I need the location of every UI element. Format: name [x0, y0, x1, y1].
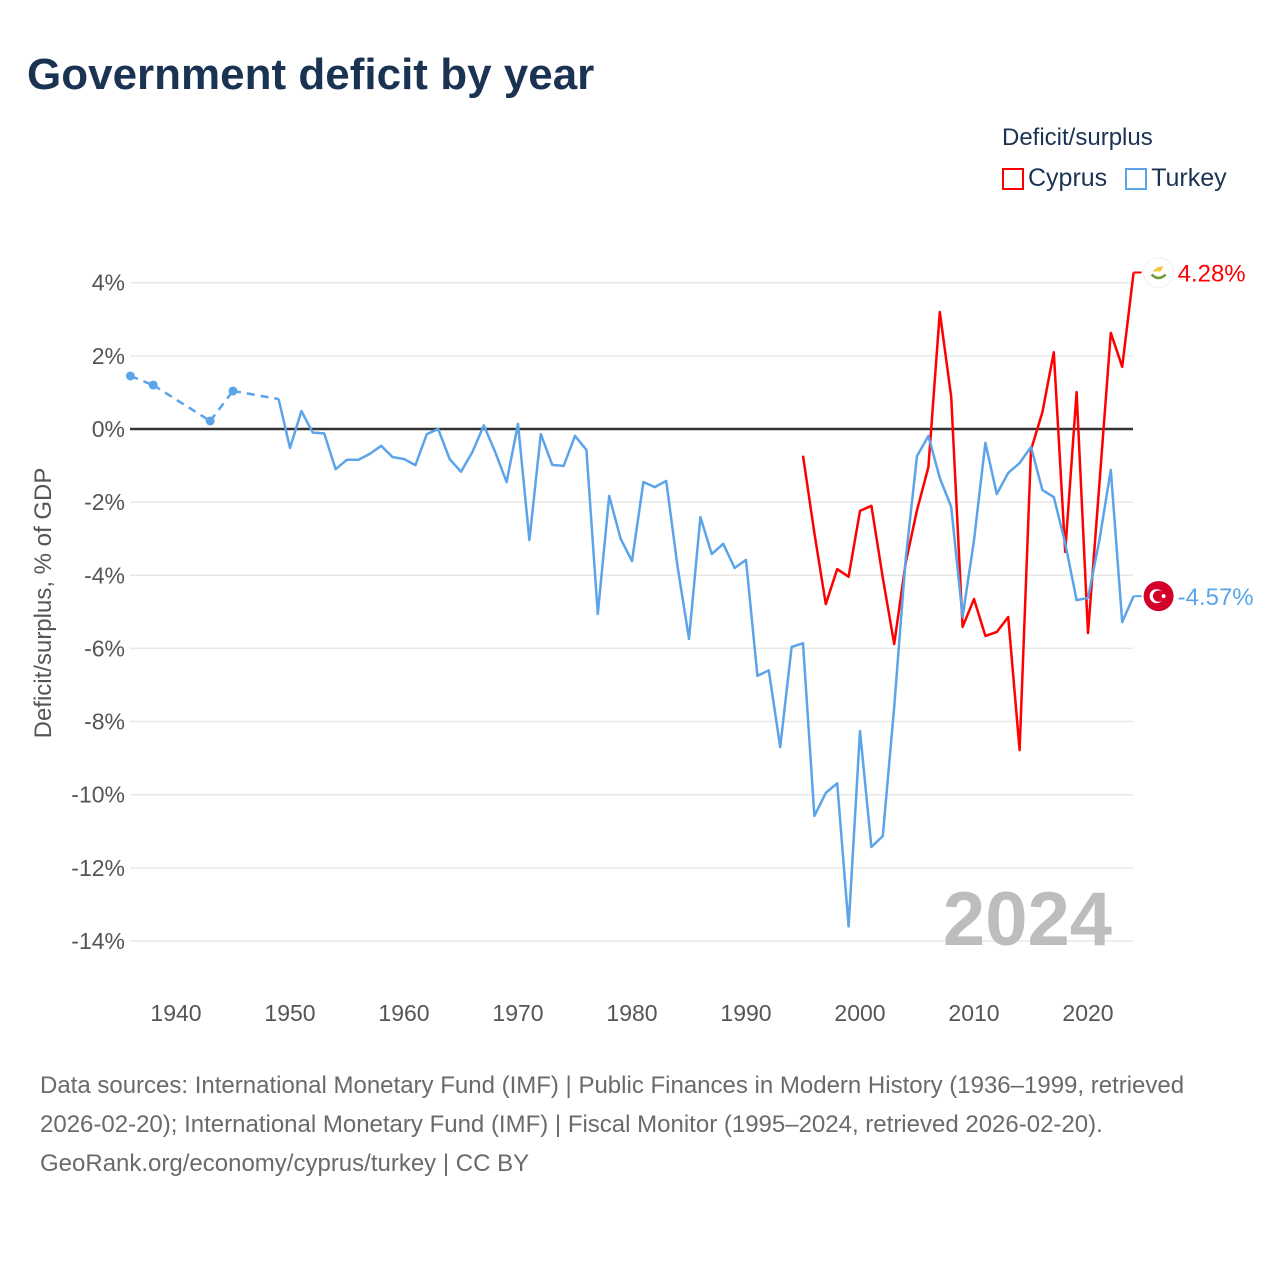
y-tick-label: -14% — [71, 928, 125, 954]
credit-link[interactable]: GeoRank.org/economy/cyprus/turkey | CC B… — [40, 1150, 530, 1177]
gap-segment — [209, 390, 234, 422]
legend-title: Deficit/surplus — [1002, 124, 1153, 151]
cyprus-flag-icon — [1143, 256, 1175, 288]
y-tick-label: -12% — [71, 855, 125, 881]
legend-swatch-turkey — [1125, 167, 1148, 190]
x-tick-label: 1940 — [150, 1000, 201, 1026]
legend-label-cyprus: Cyprus — [1028, 164, 1108, 192]
series-turkey — [125, 371, 1135, 928]
gap-segment — [152, 384, 211, 423]
series-line — [277, 398, 1135, 928]
x-tick-label: 1980 — [606, 1000, 657, 1026]
data-sources: Data sources: International Monetary Fun… — [40, 1072, 1185, 1138]
year-watermark: 2024 — [943, 877, 1112, 962]
y-tick-label: 0% — [92, 416, 125, 442]
gap-segment — [232, 389, 279, 401]
y-tick-label: -8% — [84, 709, 125, 735]
x-tick-label: 2020 — [1062, 1000, 1113, 1026]
series-cyprus — [801, 272, 1135, 752]
y-tick-label: 2% — [92, 343, 125, 369]
chart-title: Government deficit by year — [27, 50, 595, 99]
end-value-label: -4.57% — [1178, 584, 1254, 611]
legend: Deficit/surplus Cyprus Turkey — [1002, 124, 1227, 193]
series-line — [801, 272, 1135, 752]
end-value-label: 4.28% — [1178, 260, 1246, 287]
x-tick-label: 2010 — [948, 1000, 999, 1026]
x-tick-label: 1990 — [720, 1000, 771, 1026]
x-tick-label: 1960 — [378, 1000, 429, 1026]
x-tick-label: 1970 — [492, 1000, 543, 1026]
y-axis-label: Deficit/surplus, % of GDP — [30, 468, 57, 739]
legend-item-cyprus[interactable]: Cyprus — [1002, 164, 1107, 193]
x-tick-label: 2000 — [834, 1000, 885, 1026]
legend-swatch-cyprus — [1002, 167, 1024, 190]
turkey-flag-icon — [1143, 581, 1174, 612]
y-tick-label: -10% — [71, 782, 125, 808]
y-tick-label: -4% — [84, 562, 125, 588]
footer: Data sources: International Monetary Fun… — [40, 1066, 1240, 1183]
y-tick-label: -2% — [84, 489, 125, 515]
y-tick-label: 4% — [92, 270, 125, 296]
y-tick-label: -6% — [84, 635, 125, 661]
x-tick-label: 1950 — [264, 1000, 315, 1026]
legend-label-turkey: Turkey — [1151, 164, 1227, 192]
legend-item-turkey[interactable]: Turkey — [1125, 164, 1227, 193]
